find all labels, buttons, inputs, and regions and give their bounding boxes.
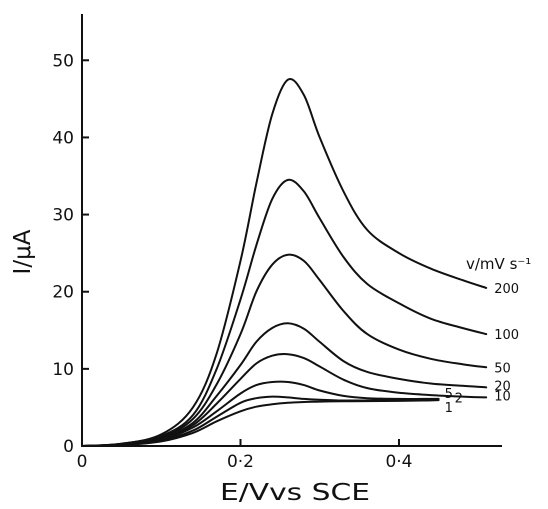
x-tick-label: 0	[77, 452, 88, 472]
axes-layer	[81, 14, 502, 447]
series-label-2: 2	[455, 392, 463, 407]
series-label-10: 10	[494, 389, 511, 404]
y-tick-label: 30	[52, 206, 74, 226]
series-label-200: 200	[494, 282, 519, 297]
series-label-50: 50	[494, 361, 511, 376]
curves-layer	[81, 77, 488, 447]
series-line-100	[81, 178, 488, 447]
y-tick-label: 0	[63, 437, 74, 457]
series-line-20	[81, 322, 488, 447]
y-tick-label: 40	[52, 128, 74, 148]
x-tick-label: 0·2	[227, 452, 254, 472]
y-tick-label: 50	[52, 51, 74, 71]
x-tick-label: 0·4	[385, 452, 412, 472]
series-label-100: 100	[494, 328, 519, 343]
ticks-layer: 0 10 20 30 40 50 0 0·2 0·4	[52, 51, 412, 472]
series-line-50	[81, 253, 488, 447]
series-label-1: 1	[445, 401, 453, 416]
series-label-20: 20	[494, 379, 511, 394]
series-line-1	[81, 399, 440, 447]
series-line-5	[81, 380, 440, 447]
series-label-5: 5	[445, 387, 453, 402]
series-line-200	[81, 77, 488, 447]
series-line-10	[81, 353, 488, 447]
x-axis-label: E/Vvs SCE	[220, 480, 370, 504]
y-tick-label: 10	[52, 360, 74, 380]
y-tick-label: 20	[52, 283, 74, 303]
legend-title: v/mV s⁻¹	[466, 255, 531, 273]
y-axis-label: I/μA	[10, 229, 36, 274]
series-line-2	[81, 395, 440, 447]
